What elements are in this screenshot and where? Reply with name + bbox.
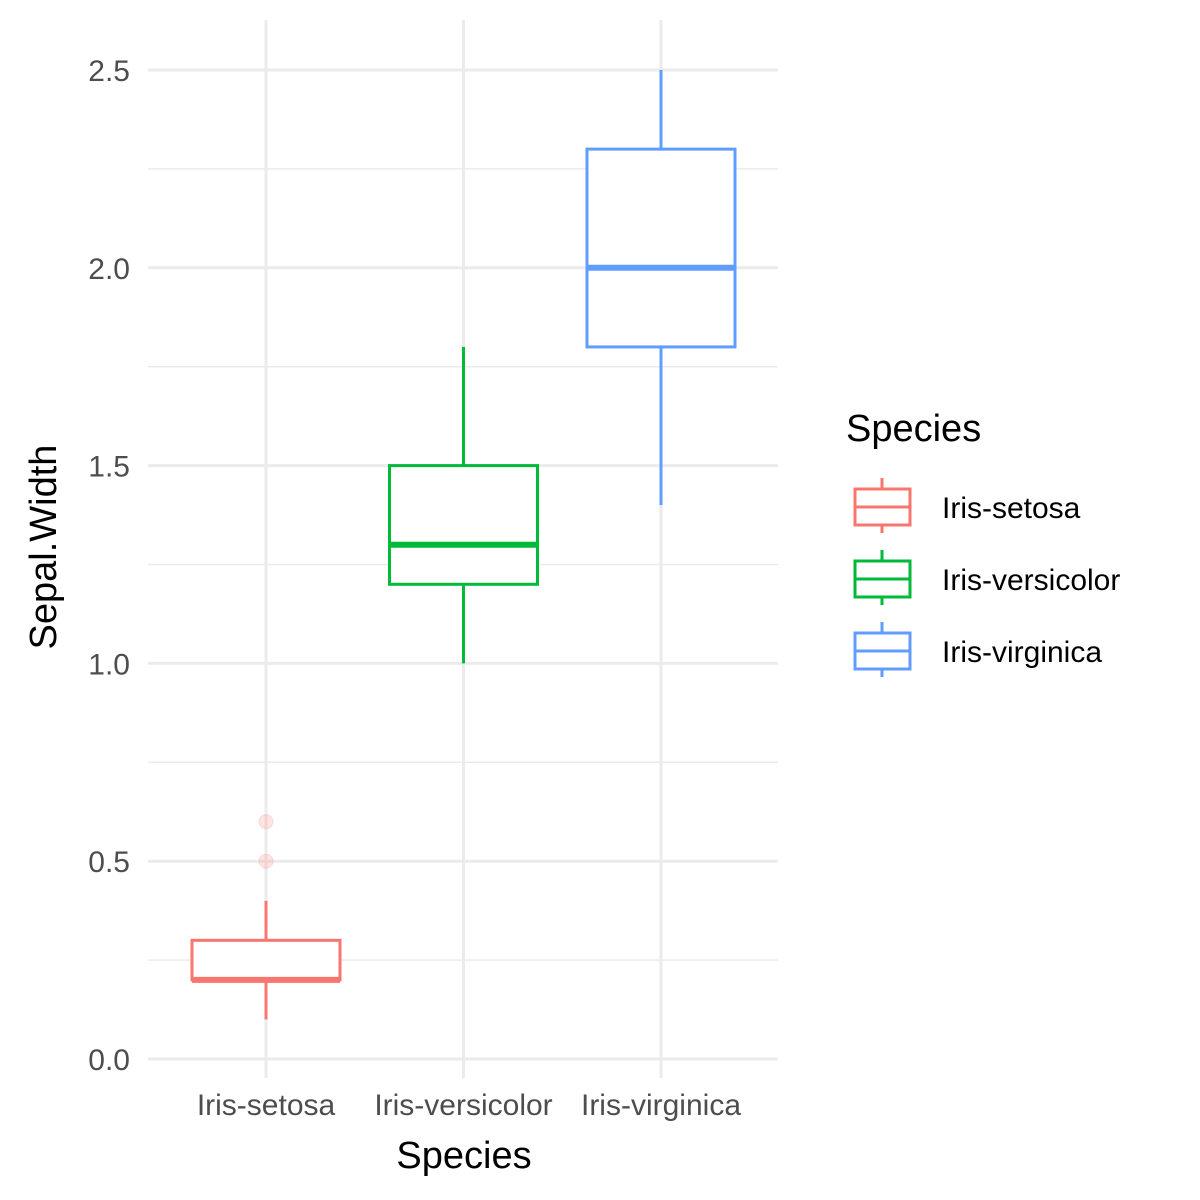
box-iris-versicolor bbox=[388, 346, 539, 664]
legend-item-iris-virginica: Iris-virginica bbox=[853, 622, 1102, 677]
y-tick-label: 0.5 bbox=[88, 846, 130, 879]
x-axis-title: Species bbox=[396, 1135, 531, 1177]
outlier-point bbox=[258, 814, 274, 830]
box-iris-virginica bbox=[585, 70, 737, 506]
y-axis-title: Sepal.Width bbox=[23, 445, 65, 650]
y-tick-label: 2.0 bbox=[88, 253, 130, 286]
x-tick-label: Iris-versicolor bbox=[374, 1089, 552, 1122]
box-iqr bbox=[388, 464, 539, 586]
legend-title: Species bbox=[846, 408, 981, 450]
legend-label: Iris-virginica bbox=[942, 636, 1102, 669]
x-tick-label: Iris-virginica bbox=[581, 1089, 741, 1122]
y-axis-ticks: 0.0 0.5 1.0 1.5 2.0 2.5 bbox=[88, 55, 130, 1077]
legend-label: Iris-versicolor bbox=[942, 564, 1120, 597]
x-tick-label: Iris-setosa bbox=[197, 1089, 336, 1122]
outlier-point bbox=[258, 853, 274, 869]
legend: Species Iris-setosa Iris-versicolor Iris-v… bbox=[846, 408, 1120, 677]
legend-item-iris-setosa: Iris-setosa bbox=[853, 478, 1081, 533]
y-tick-label: 1.0 bbox=[88, 648, 130, 681]
y-tick-label: 0.0 bbox=[88, 1044, 130, 1077]
legend-label: Iris-setosa bbox=[942, 492, 1081, 525]
legend-item-iris-versicolor: Iris-versicolor bbox=[853, 550, 1120, 605]
y-tick-label: 1.5 bbox=[88, 451, 130, 484]
x-axis-ticks: Iris-setosa Iris-versicolor Iris-virginica bbox=[197, 1089, 742, 1122]
box-iqr bbox=[190, 938, 342, 982]
box-iqr bbox=[585, 147, 737, 349]
y-tick-label: 2.5 bbox=[88, 55, 130, 88]
box-iris-setosa bbox=[190, 814, 342, 1020]
marks-layer bbox=[190, 70, 737, 1020]
